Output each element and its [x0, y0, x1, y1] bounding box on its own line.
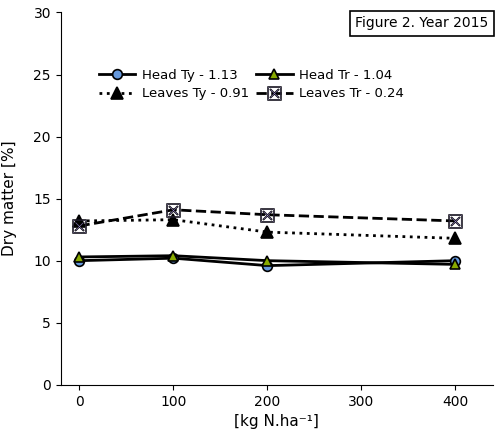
- X-axis label: [kg N.ha⁻¹]: [kg N.ha⁻¹]: [234, 414, 320, 429]
- Legend: Head Ty - 1.13, Leaves Ty - 0.91, Head Tr - 1.04, Leaves Tr - 0.24: Head Ty - 1.13, Leaves Ty - 0.91, Head T…: [93, 64, 410, 106]
- Text: Figure 2. Year 2015: Figure 2. Year 2015: [356, 16, 488, 30]
- Y-axis label: Dry matter [%]: Dry matter [%]: [2, 141, 18, 256]
